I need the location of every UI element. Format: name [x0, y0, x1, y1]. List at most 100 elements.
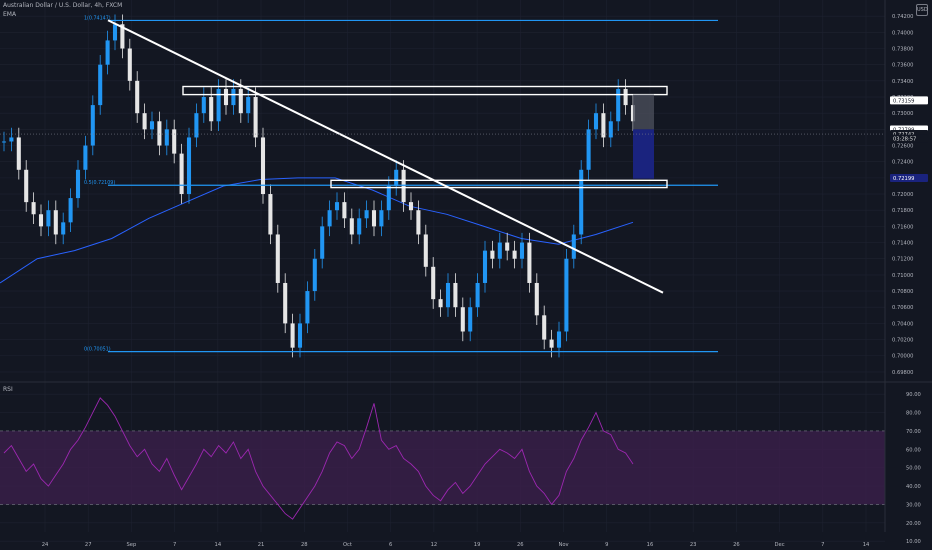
candle-body	[334, 202, 340, 211]
rsi-tick-label: 20.00	[906, 521, 921, 527]
price-tick-label: 0.70400	[892, 321, 913, 327]
candle-body	[24, 169, 29, 203]
candle-body	[601, 113, 606, 138]
candle-body	[534, 282, 539, 316]
candle-body	[623, 88, 628, 106]
candle-body	[401, 169, 406, 203]
candle-body	[379, 210, 384, 227]
candle-body	[460, 307, 465, 332]
candle-body	[112, 24, 118, 41]
price-tag-bg	[890, 96, 928, 105]
time-tick-label: 23	[690, 542, 697, 548]
candle-body	[75, 169, 81, 199]
candle-body	[216, 88, 221, 122]
candle-body	[482, 250, 488, 283]
chart-title: Australian Dollar / U.S. Dollar, 4h, FXC…	[3, 2, 123, 9]
fib-level-label: 0.5(0.72109)	[84, 180, 115, 186]
candle-body	[490, 250, 495, 259]
time-tick-label: 27	[85, 542, 92, 548]
time-tick-label: Oct	[343, 542, 352, 548]
candle-body	[38, 214, 44, 227]
candle-body	[223, 88, 229, 106]
candle-body	[312, 258, 317, 292]
price-tick-label: 0.71600	[892, 224, 913, 230]
candle-body	[53, 210, 58, 235]
ema-line	[0, 177, 634, 284]
price-tick-label: 0.73000	[892, 111, 913, 117]
trendline	[107, 19, 664, 294]
price-tag-bg	[890, 134, 928, 143]
candle-body	[157, 121, 162, 146]
candle-body	[416, 210, 421, 235]
candle-body	[608, 121, 613, 138]
candle-body	[527, 242, 532, 283]
candle-body	[320, 226, 325, 259]
candle-body	[586, 129, 591, 170]
candle-body	[46, 210, 51, 227]
candle-body	[16, 137, 21, 170]
price-tick-label: 0.71800	[892, 208, 913, 214]
time-tick-label: Sep	[127, 542, 137, 548]
ema-layer	[0, 177, 634, 284]
candle-body	[297, 323, 303, 348]
candle-body	[83, 145, 88, 170]
price-tick-label: 0.70800	[892, 289, 913, 295]
time-tick-label: 6	[389, 542, 392, 548]
price-tick-label: 0.73800	[892, 47, 913, 53]
rsi-band	[0, 430, 885, 505]
candle-body	[497, 242, 502, 259]
candle-body	[275, 234, 280, 283]
price-tick-label: 0.72600	[892, 144, 913, 150]
rsi-tick-label: 30.00	[906, 502, 921, 508]
candle-body	[98, 64, 103, 106]
candle-body	[164, 129, 169, 146]
candle-body	[9, 137, 14, 142]
candle-body	[327, 210, 332, 227]
rsi-tick-label: 40.00	[906, 484, 921, 490]
candle-body	[201, 97, 206, 114]
rsi-tick-label: 70.00	[906, 429, 921, 435]
candle-body	[468, 307, 473, 332]
rsi-layer	[0, 397, 885, 520]
time-tick-label: 26	[517, 542, 524, 548]
price-tag-label: 0.73159	[893, 98, 914, 104]
currency-badge[interactable]: USD	[916, 4, 928, 16]
fib-level-label: 1(0.74147)	[84, 15, 111, 21]
candle-body	[149, 121, 155, 130]
candle-body	[305, 291, 310, 324]
rsi-tick-label: 10.00	[906, 539, 921, 545]
time-tick-label: 19	[474, 542, 481, 548]
candle-body	[386, 185, 391, 211]
candle-body	[90, 105, 95, 146]
time-tick-label: 26	[733, 542, 740, 548]
price-tick-label: 0.71000	[892, 273, 913, 279]
candle-body	[616, 88, 621, 122]
candle-body	[260, 137, 266, 195]
candle-body	[342, 202, 347, 219]
candle-body	[209, 97, 214, 122]
candle-body	[579, 169, 584, 235]
candle-body	[512, 250, 517, 259]
candle-body	[238, 88, 243, 114]
price-tick-label: 0.73600	[892, 63, 913, 69]
price-tick-label: 0.70000	[892, 354, 913, 360]
time-tick-label: 14	[863, 542, 870, 548]
candle-body	[571, 234, 576, 259]
candle-body	[120, 24, 125, 49]
candle-body	[290, 323, 295, 348]
candle-body	[246, 97, 251, 114]
price-tick-label: 0.70200	[892, 338, 913, 344]
candle-body	[394, 169, 399, 186]
price-tick-label: 0.69800	[892, 370, 913, 376]
time-tick-label: 7	[821, 542, 824, 548]
time-tick-label: 7	[173, 542, 176, 548]
price-tick-label: 0.73400	[892, 79, 913, 85]
drawings-layer: 1(0.74147) 0.5(0.72109) 0(0.70051)	[0, 15, 885, 353]
time-tick-label: Dec	[775, 542, 785, 548]
time-tick-label: 9	[605, 542, 608, 548]
time-tick-label: 24	[42, 542, 49, 548]
price-tick-label: 0.71200	[892, 257, 913, 263]
